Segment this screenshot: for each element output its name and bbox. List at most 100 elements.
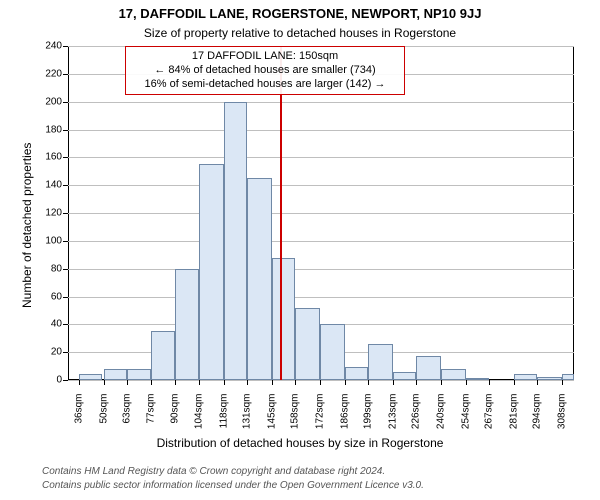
x-tick-mark [416, 380, 417, 385]
histogram-bar [441, 369, 466, 380]
x-tick-mark [175, 380, 176, 385]
chart-container: 17, DAFFODIL LANE, ROGERSTONE, NEWPORT, … [0, 0, 600, 500]
y-axis-label: Number of detached properties [20, 143, 34, 308]
y-tick-label: 180 [36, 124, 62, 135]
histogram-bar [151, 331, 174, 380]
y-tick-label: 20 [36, 347, 62, 358]
x-tick-mark [537, 380, 538, 385]
x-tick-mark [393, 380, 394, 385]
y-tick-label: 80 [36, 263, 62, 274]
info-line-3: 16% of semi-detached houses are larger (… [132, 78, 398, 92]
histogram-bar [295, 308, 320, 380]
x-tick-mark [295, 380, 296, 385]
y-tick-label: 40 [36, 319, 62, 330]
y-tick-label: 160 [36, 152, 62, 163]
x-tick-label: 77sqm [146, 394, 157, 444]
x-tick-mark [199, 380, 200, 385]
histogram-bar [320, 324, 345, 380]
reference-line [280, 46, 282, 380]
histogram-bar [104, 369, 127, 380]
plot-area [68, 46, 574, 380]
x-tick-mark [320, 380, 321, 385]
x-tick-label: 294sqm [531, 394, 542, 444]
x-tick-label: 90sqm [169, 394, 180, 444]
y-tick-label: 100 [36, 235, 62, 246]
x-tick-label: 308sqm [556, 394, 567, 444]
histogram-bar [199, 164, 224, 380]
x-tick-label: 63sqm [121, 394, 132, 444]
x-tick-label: 254sqm [460, 394, 471, 444]
y-tick-mark [63, 269, 68, 270]
y-tick-mark [63, 46, 68, 47]
x-tick-label: 104sqm [194, 394, 205, 444]
x-tick-label: 118sqm [219, 394, 230, 444]
x-tick-mark [466, 380, 467, 385]
y-tick-label: 0 [36, 375, 62, 386]
chart-title-main: 17, DAFFODIL LANE, ROGERSTONE, NEWPORT, … [0, 6, 600, 21]
x-tick-mark [104, 380, 105, 385]
footer-line-2: Contains public sector information licen… [42, 480, 424, 491]
x-tick-mark [441, 380, 442, 385]
histogram-bar [393, 372, 416, 380]
histogram-bar [79, 374, 102, 380]
histogram-bar [127, 369, 152, 380]
y-tick-mark [63, 352, 68, 353]
x-tick-mark [345, 380, 346, 385]
info-line-2: ← 84% of detached houses are smaller (73… [132, 64, 398, 78]
x-tick-label: 145sqm [267, 394, 278, 444]
grid-line [68, 185, 574, 186]
y-tick-label: 60 [36, 291, 62, 302]
y-tick-mark [63, 241, 68, 242]
grid-line [68, 213, 574, 214]
grid-line [68, 269, 574, 270]
x-tick-label: 240sqm [435, 394, 446, 444]
histogram-bar [368, 344, 393, 380]
info-line-1: 17 DAFFODIL LANE: 150sqm [132, 50, 398, 64]
y-tick-mark [63, 185, 68, 186]
x-tick-mark [151, 380, 152, 385]
histogram-bar [562, 374, 574, 380]
x-tick-label: 226sqm [410, 394, 421, 444]
x-tick-mark [224, 380, 225, 385]
y-tick-mark [63, 380, 68, 381]
y-tick-mark [63, 130, 68, 131]
grid-line [68, 157, 574, 158]
y-tick-mark [63, 102, 68, 103]
x-tick-mark [272, 380, 273, 385]
x-tick-label: 186sqm [339, 394, 350, 444]
chart-title-sub: Size of property relative to detached ho… [0, 26, 600, 40]
x-tick-label: 50sqm [98, 394, 109, 444]
histogram-bar [175, 269, 200, 380]
y-tick-label: 120 [36, 208, 62, 219]
x-tick-label: 158sqm [290, 394, 301, 444]
info-box: 17 DAFFODIL LANE: 150sqm ← 84% of detach… [125, 46, 405, 95]
grid-line [68, 102, 574, 103]
histogram-bar [345, 367, 368, 380]
x-tick-label: 36sqm [73, 394, 84, 444]
x-tick-label: 267sqm [483, 394, 494, 444]
histogram-bar [224, 102, 247, 380]
y-tick-mark [63, 74, 68, 75]
y-tick-mark [63, 213, 68, 214]
x-tick-label: 281sqm [508, 394, 519, 444]
y-tick-label: 220 [36, 68, 62, 79]
grid-line [68, 297, 574, 298]
x-tick-mark [127, 380, 128, 385]
grid-line [68, 241, 574, 242]
x-tick-mark [79, 380, 80, 385]
x-tick-mark [489, 380, 490, 385]
x-tick-label: 131sqm [242, 394, 253, 444]
y-tick-label: 140 [36, 180, 62, 191]
x-tick-mark [247, 380, 248, 385]
y-tick-mark [63, 324, 68, 325]
histogram-bar [272, 258, 295, 380]
x-tick-mark [368, 380, 369, 385]
x-tick-mark [514, 380, 515, 385]
histogram-bar [514, 374, 537, 380]
x-tick-label: 172sqm [315, 394, 326, 444]
x-tick-mark [562, 380, 563, 385]
x-tick-label: 213sqm [387, 394, 398, 444]
x-tick-label: 199sqm [363, 394, 374, 444]
histogram-bar [247, 178, 272, 380]
y-tick-mark [63, 297, 68, 298]
